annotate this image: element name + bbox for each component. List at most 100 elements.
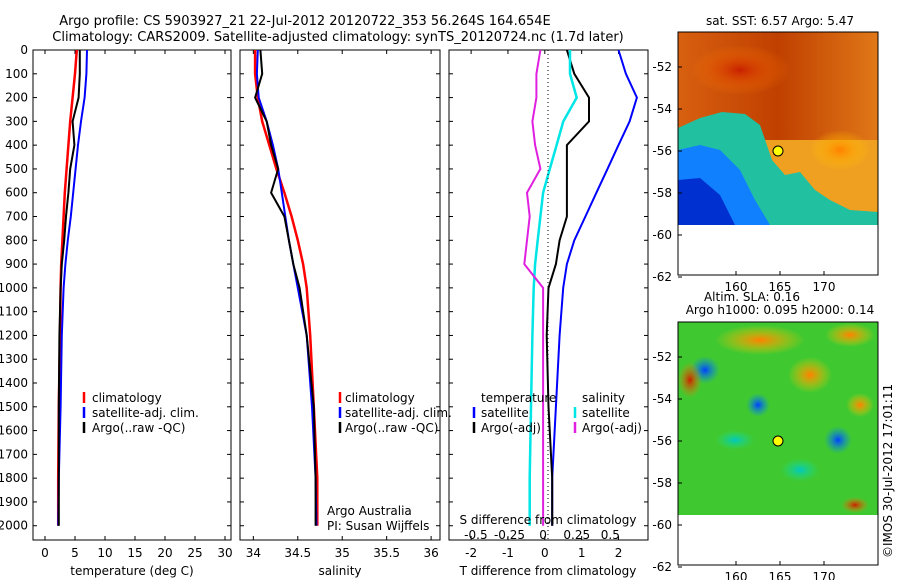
- depth-tick-label: 600: [5, 186, 28, 200]
- map-y-tick-label: -60: [652, 228, 672, 242]
- diff-xlabel-top: S difference from climatology: [460, 513, 637, 527]
- x-tick-label: 35: [335, 546, 350, 560]
- sst-orange-blob: [810, 130, 870, 170]
- series-line-argo-adj-: [545, 49, 590, 526]
- sla-blob-9: [788, 357, 832, 393]
- diff-legend-t-title: temperature: [481, 391, 556, 405]
- x-tick-label: 2: [615, 546, 623, 560]
- map-x-tick-label: 170: [813, 570, 836, 580]
- sla-map-title-2: Argo h1000: 0.095 h2000: 0.14: [686, 303, 875, 317]
- sla-blob-8: [678, 362, 702, 398]
- sst-map: sat. SST: 6.57 Argo: 5.47 -52 -54 -56 -58 -6…: [652, 14, 879, 294]
- x-tick-label: 34.5: [284, 546, 311, 560]
- map-x-tick-label: 170: [813, 280, 836, 294]
- temp-panel-frame: [32, 49, 232, 541]
- depth-tick-label: 1100: [0, 305, 28, 319]
- series-line-satellite: [551, 49, 638, 526]
- diff-legend-s-argo: Argo(-adj): [582, 421, 642, 435]
- title-line-2: Climatology: CARS2009. Satellite-adjuste…: [52, 30, 624, 45]
- depth-tick-label: 0: [20, 43, 28, 57]
- imos-stamp: ©IMOS 30-Jul-2012 17:01:11: [881, 384, 895, 558]
- sst-map-title: sat. SST: 6.57 Argo: 5.47: [706, 14, 854, 28]
- sla-map: Altim. SLA: 0.16 Argo h1000: 0.095 h2000…: [652, 290, 879, 580]
- x-tick-label: 36: [423, 546, 438, 560]
- map-y-tick-label: -52: [652, 350, 672, 364]
- diff-legend-t-sat: satellite: [481, 406, 529, 420]
- sst-y-axis: -52 -54 -56 -58 -60 -62: [652, 60, 682, 284]
- s-tick-label: -0.5: [464, 528, 487, 542]
- depth-tick-label: 1400: [0, 376, 28, 390]
- x-tick-label: 0: [41, 546, 49, 560]
- series-line-argo-adj-: [523, 49, 545, 526]
- sla-blob-10: [846, 393, 874, 417]
- diff-legend-s-sat: satellite: [582, 406, 630, 420]
- depth-tick-label: 800: [5, 233, 28, 247]
- depth-tick-label: 500: [5, 162, 28, 176]
- series-line-argo-raw-qc-: [57, 50, 81, 526]
- map-x-tick-label: 160: [725, 280, 748, 294]
- depth-tick-label: 1800: [0, 471, 28, 485]
- depth-tick-label: 1500: [0, 400, 28, 414]
- sla-blob-2: [825, 323, 875, 347]
- series-line-argo-raw-qc-: [254, 49, 317, 526]
- sla-map-title-1: Altim. SLA: 0.16: [704, 290, 800, 304]
- sal-panel-frame: [239, 49, 441, 541]
- s-tick-label: 0.25: [563, 528, 590, 542]
- s-tick-label: 0: [539, 528, 547, 542]
- sla-map-field: [678, 322, 878, 515]
- x-tick-label: 25: [187, 546, 202, 560]
- sal-xlabel: salinity: [318, 564, 361, 578]
- sal-lines: [253, 49, 319, 526]
- temp-legend-sat: satellite-adj. clim.: [92, 406, 199, 420]
- sla-blob-11: [841, 497, 869, 513]
- map-y-tick-label: -52: [652, 60, 672, 74]
- temp-x-axis: 0 5 10 15 20 25 30: [41, 50, 233, 560]
- map-x-tick-label: 165: [769, 570, 792, 580]
- x-tick-label: 0: [541, 546, 549, 560]
- diff-lines: [523, 49, 638, 526]
- series-line-climatology: [253, 50, 319, 526]
- series-line-satellite-adj-clim-: [57, 49, 88, 526]
- temp-legend: climatology satellite-adj. clim. Argo(..…: [82, 391, 199, 435]
- x-tick-label: 35.5: [373, 546, 400, 560]
- sla-x-axis: 160 165 170: [725, 561, 836, 580]
- map-y-tick-label: -60: [652, 518, 672, 532]
- sal-legend-sat: satellite-adj. clim.: [345, 406, 452, 420]
- x-tick-label: 5: [71, 546, 79, 560]
- sst-coldest-region: [678, 178, 735, 225]
- map-y-tick-label: -54: [652, 102, 672, 116]
- map-x-tick-label: 160: [725, 570, 748, 580]
- depth-tick-label: 1200: [0, 328, 28, 342]
- sla-argo-marker: [772, 435, 784, 447]
- depth-tick-label: 900: [5, 257, 28, 271]
- sla-blob-6: [715, 430, 755, 450]
- sla-blob-5: [824, 426, 852, 454]
- map-y-tick-label: -54: [652, 392, 672, 406]
- map-y-tick-label: -56: [652, 434, 672, 448]
- temp-xlabel: temperature (deg C): [70, 564, 193, 578]
- series-line-satellite: [528, 50, 579, 526]
- map-x-tick-label: 165: [769, 280, 792, 294]
- sst-map-frame: [677, 31, 879, 276]
- sal-note-2: PI: Susan Wijffels: [327, 519, 429, 533]
- depth-tick-label: 300: [5, 114, 28, 128]
- s-tick-label: 0.5: [601, 528, 620, 542]
- x-tick-label: -1: [502, 546, 514, 560]
- sal-legend: climatology satellite-adj. clim. Argo(..…: [327, 391, 452, 533]
- sst-argo-marker: [772, 145, 784, 157]
- sla-blob-7: [780, 458, 820, 482]
- sst-warm-blob: [690, 45, 790, 95]
- map-y-tick-label: -56: [652, 144, 672, 158]
- diff-xlabel: T difference from climatology: [459, 564, 637, 578]
- temp-lines: [56, 49, 88, 526]
- sla-y-axis: -52 -54 -56 -58 -60 -62: [652, 350, 682, 574]
- sal-note-1: Argo Australia: [327, 504, 412, 518]
- x-tick-label: 10: [97, 546, 112, 560]
- depth-tick-label: 400: [5, 138, 28, 152]
- x-tick-label: 20: [157, 546, 172, 560]
- diff-x-axis: -2 -1 0 1 2 -0.5 -0.25 0 0.25 0.5: [464, 50, 622, 560]
- map-y-tick-label: -58: [652, 186, 672, 200]
- title-line-1: Argo profile: CS 5903927_21 22-Jul-2012 …: [59, 14, 550, 29]
- sst-x-axis: 160 165 170: [725, 271, 836, 294]
